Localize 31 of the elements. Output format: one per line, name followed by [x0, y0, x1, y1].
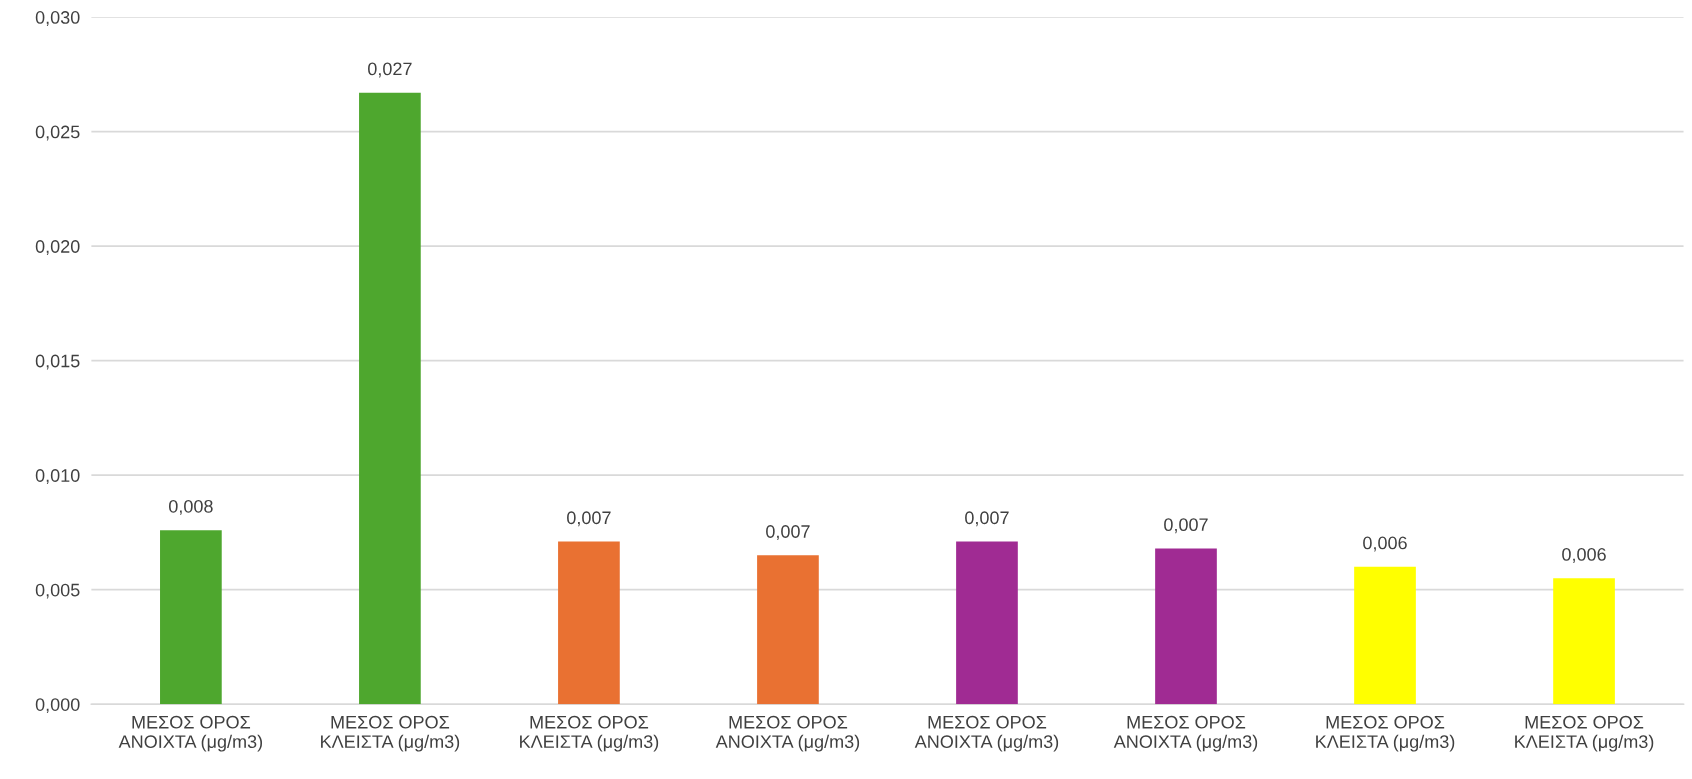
bar	[757, 555, 819, 705]
y-tick-label: 0,010	[35, 469, 80, 485]
data-label: 0,007	[766, 525, 810, 541]
data-label: 0,007	[1164, 518, 1208, 534]
x-tick-label: ΜΕΣΟΣ ΟΡΟΣ ΑΝΟΙΧΤΑ (μg/m3)	[1113, 715, 1258, 752]
x-tick-label: ΜΕΣΟΣ ΟΡΟΣ ΚΛΕΙΣΤΑ (μg/m3)	[1316, 715, 1455, 752]
data-label: 0,006	[1562, 548, 1606, 563]
x-tick-label: ΜΕΣΟΣ ΟΡΟΣ ΚΛΕΙΣΤΑ (μg/m3)	[520, 715, 659, 752]
y-tick-label: 0,020	[35, 240, 80, 256]
x-tick-label: ΜΕΣΟΣ ΟΡΟΣ ΚΛΕΙΣΤΑ (μg/m3)	[1515, 715, 1654, 752]
y-tick-label: 0,030	[35, 11, 80, 26]
data-label: 0,007	[965, 511, 1009, 527]
bar	[1354, 566, 1416, 705]
bar	[160, 530, 222, 705]
data-label: 0,008	[168, 499, 213, 515]
x-tick-label: ΜΕΣΟΣ ΟΡΟΣ ΑΝΟΙΧΤΑ (μg/m3)	[914, 715, 1059, 752]
bar	[956, 541, 1018, 705]
x-tick-label: ΜΕΣΟΣ ΟΡΟΣ ΚΛΕΙΣΤΑ (μg/m3)	[321, 715, 460, 752]
x-tick-label: ΜΕΣΟΣ ΟΡΟΣ ΑΝΟΙΧΤΑ (μg/m3)	[118, 715, 263, 752]
data-label: 0,007	[567, 511, 611, 527]
bar	[558, 541, 620, 705]
bar	[1155, 548, 1217, 705]
bar	[1553, 578, 1615, 705]
x-tick-label: ΜΕΣΟΣ ΟΡΟΣ ΑΝΟΙΧΤΑ (μg/m3)	[715, 715, 860, 752]
bar	[359, 92, 421, 705]
y-tick-label: 0,005	[35, 583, 80, 599]
data-label: 0,027	[368, 62, 412, 78]
y-tick-label: 0,000	[35, 698, 80, 714]
y-tick-label: 0,015	[35, 354, 80, 370]
y-tick-label: 0,025	[35, 125, 80, 141]
data-label: 0,006	[1363, 536, 1407, 552]
